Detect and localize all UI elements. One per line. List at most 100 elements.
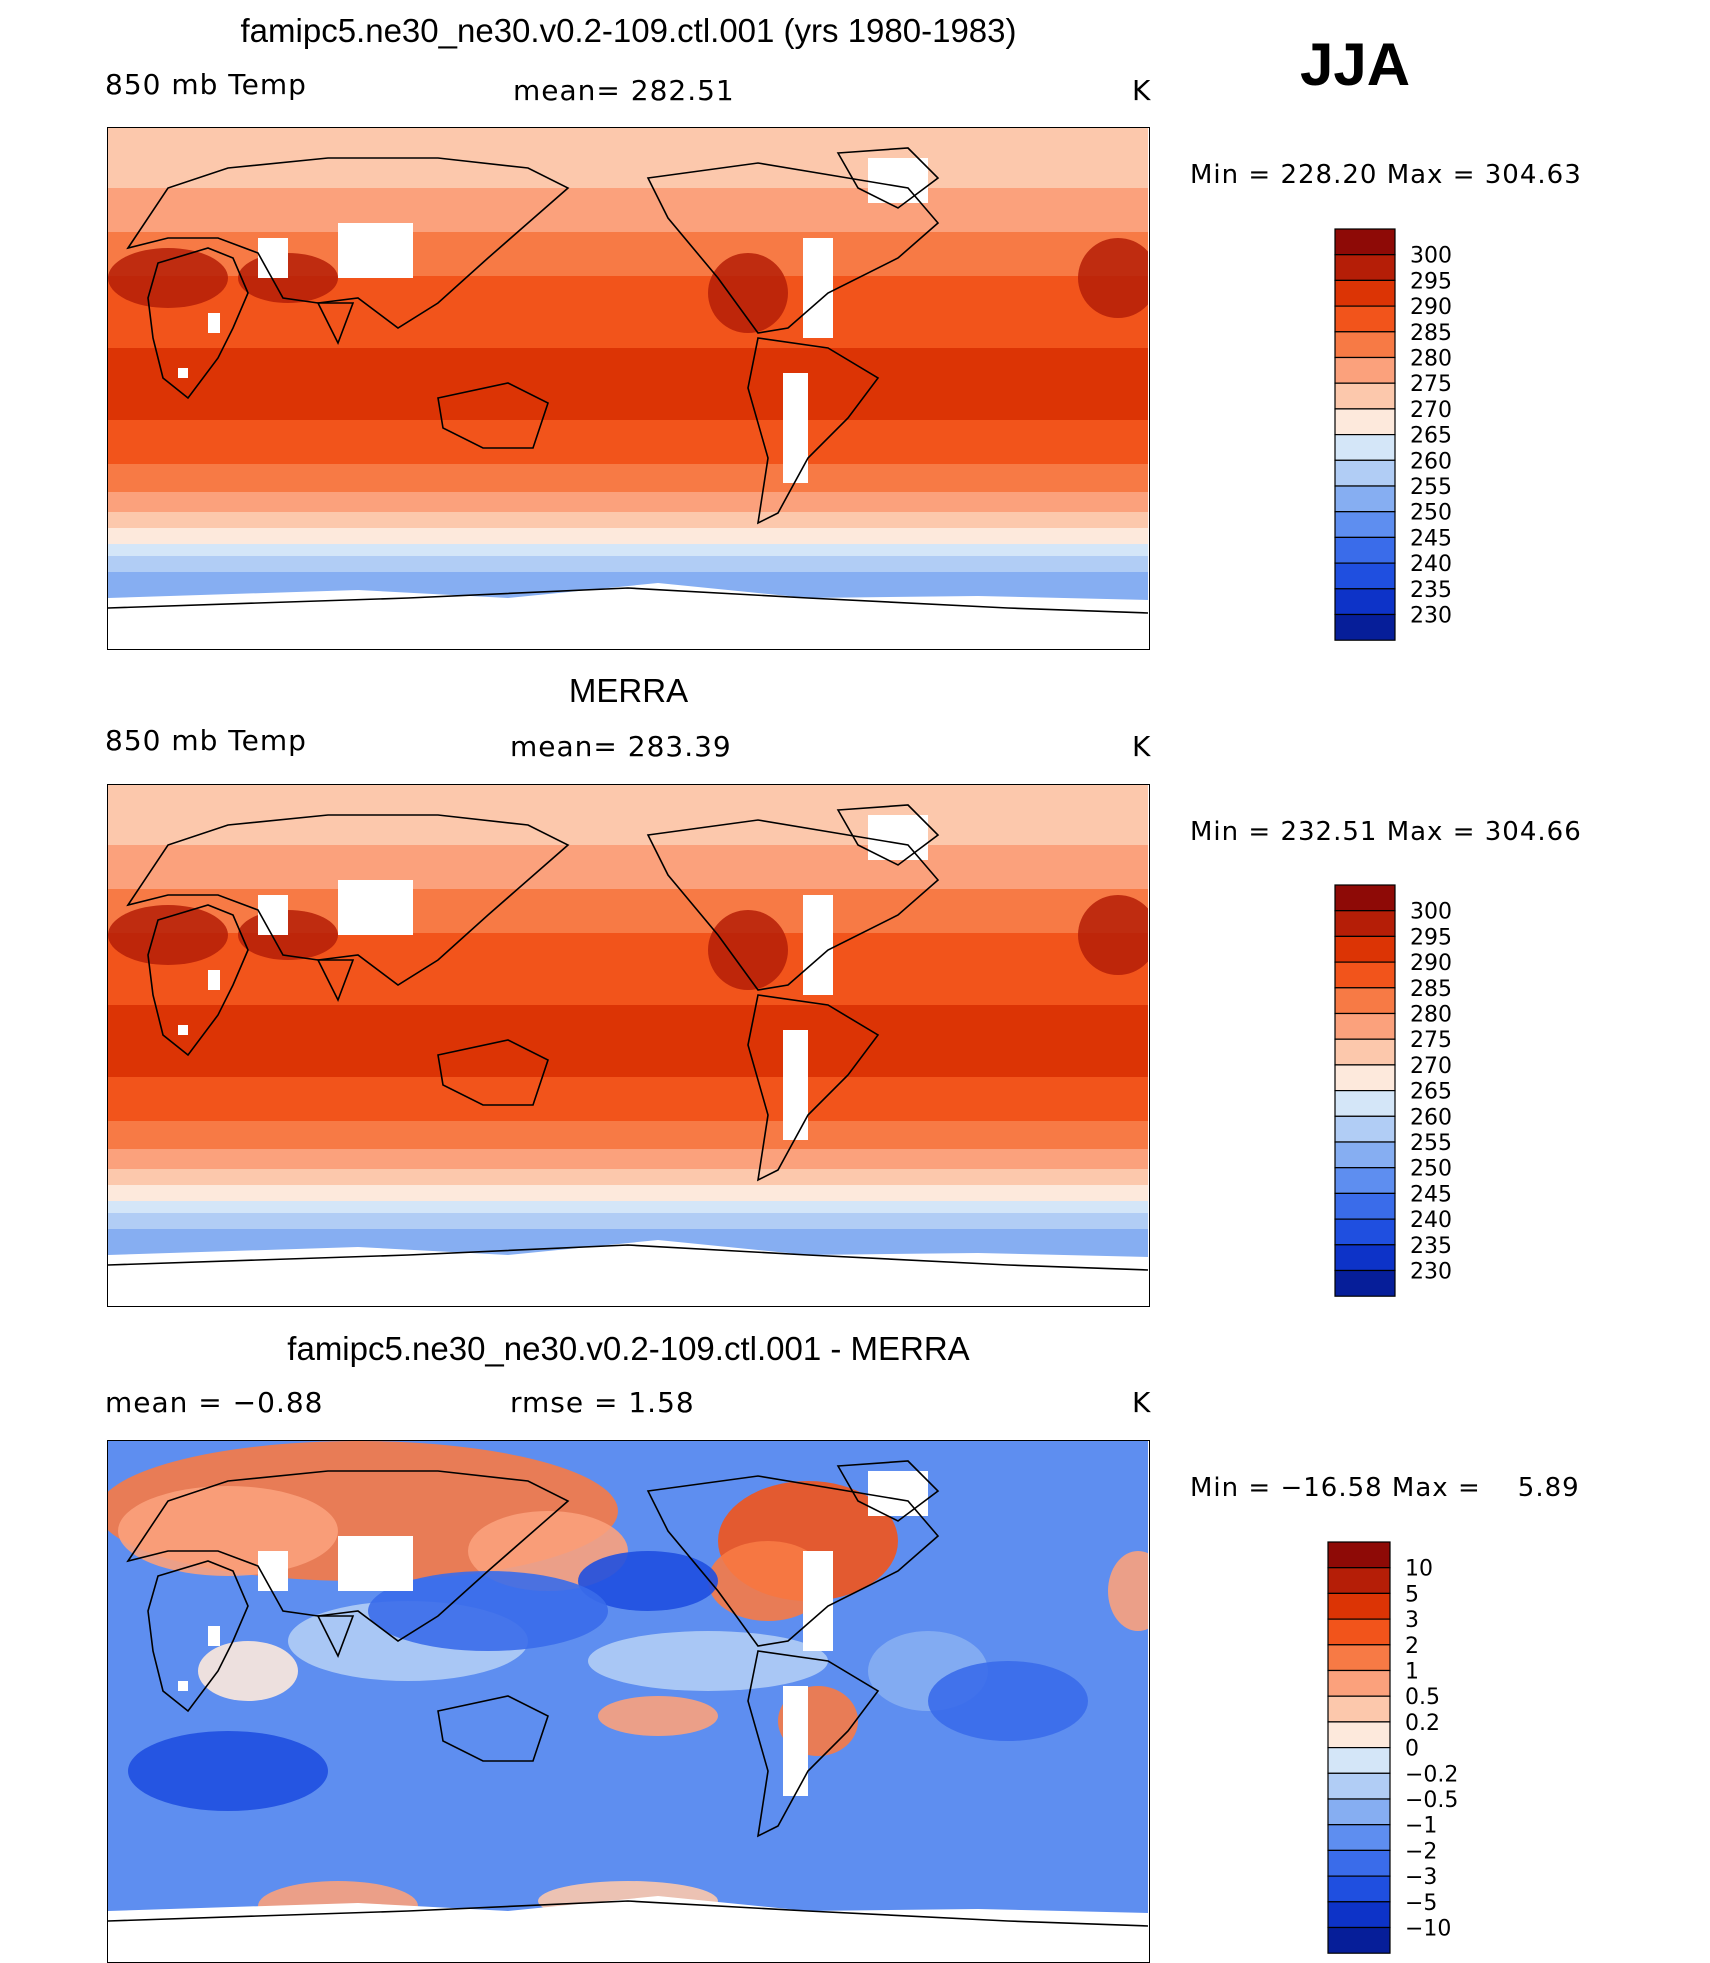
map-band — [108, 384, 1148, 389]
map-band — [108, 845, 1148, 850]
map-band — [108, 548, 1148, 553]
colorbar-tick-label: 280 — [1410, 1003, 1452, 1028]
map-band — [108, 853, 1148, 858]
map-coastline — [836, 1460, 940, 1522]
map-band — [108, 252, 1148, 257]
map-band — [108, 568, 1148, 573]
panel-3-title: famipc5.ne30_ne30.v0.2-109.ctl.001 - MER… — [287, 1330, 970, 1367]
panel-1-title: famipc5.ne30_ne30.v0.2-109.ctl.001 (yrs … — [240, 12, 1017, 49]
map-band — [108, 969, 1148, 974]
map-band — [108, 1065, 1148, 1070]
map-band — [108, 444, 1148, 449]
colorbar-tick-label: 2 — [1405, 1634, 1419, 1659]
map-band — [108, 236, 1148, 241]
map-coastline — [747, 1650, 880, 1838]
map-missing-data — [868, 815, 928, 860]
map-band — [108, 196, 1148, 201]
map-band — [108, 1161, 1148, 1166]
map-band — [108, 925, 1148, 930]
map-coastline — [316, 1615, 355, 1658]
map-band — [108, 476, 1148, 481]
map-band — [108, 913, 1148, 918]
colorbar-svg: 3002952902852802752702652602552502452402… — [1334, 884, 1452, 1297]
map-band — [108, 288, 1148, 293]
map-missing-data — [803, 238, 833, 338]
map-band — [108, 500, 1148, 505]
map-band — [108, 1185, 1148, 1190]
map-missing-data — [258, 1551, 288, 1591]
colorbar-tick-label: 290 — [1410, 951, 1452, 976]
map-band — [108, 789, 1148, 794]
colorbar-svg: 3002952902852802752702652602552502452402… — [1334, 228, 1452, 641]
map-coastline — [836, 147, 940, 209]
map-band — [108, 216, 1148, 221]
map-band — [108, 1081, 1148, 1086]
map-band — [108, 1201, 1148, 1206]
map-band — [108, 817, 1148, 822]
map-coastline — [147, 1560, 249, 1713]
map-band — [108, 1153, 1148, 1158]
map-band — [108, 160, 1148, 165]
map-band — [108, 204, 1148, 209]
map-band — [108, 536, 1148, 541]
map-anomaly-region — [578, 1551, 718, 1611]
colorbar-tick-label: 5 — [1405, 1582, 1419, 1607]
panel-1-units-label: K — [1132, 74, 1152, 107]
map-band — [108, 148, 1148, 153]
map-missing-data — [338, 1536, 413, 1591]
colorbar-tick-label: 230 — [1410, 1260, 1452, 1285]
colorbar-box — [1334, 356, 1396, 384]
map-band — [108, 552, 1148, 557]
map-anomaly-region — [588, 1631, 828, 1691]
map-band — [108, 1061, 1148, 1066]
colorbar-box — [1327, 1772, 1391, 1800]
map-band — [108, 332, 1148, 337]
map-band — [108, 989, 1148, 994]
map-band — [108, 540, 1148, 545]
map-band — [108, 1225, 1148, 1230]
map-band — [108, 1229, 1148, 1234]
map-warm-region — [708, 253, 788, 333]
map-band — [108, 1049, 1148, 1054]
map-band — [108, 220, 1148, 225]
map-band — [108, 152, 1148, 157]
panel-3-minmax: Min = −16.58 Max = 5.89 — [1190, 1473, 1580, 1503]
panel-2-map — [107, 784, 1150, 1307]
panel-3-colorbar: 10 5 3 2 1 0.5 0.2 0 −0.2 −0.5 −1 −2 −3 −5 −10 — [1327, 1541, 1539, 1956]
map-band — [108, 1109, 1148, 1114]
colorbar-tick-label: 255 — [1410, 475, 1452, 500]
map-band — [108, 144, 1148, 149]
map-band — [108, 1085, 1148, 1090]
map-band — [108, 320, 1148, 325]
colorbar-box — [1334, 884, 1396, 912]
map-band — [108, 933, 1148, 938]
panel-2-units-label: K — [1132, 730, 1152, 763]
map-warm-region — [708, 910, 788, 990]
map-anomaly-region — [198, 1641, 298, 1701]
map-missing-data — [258, 238, 288, 278]
colorbar-box — [1334, 588, 1396, 616]
map-band — [108, 260, 1148, 265]
map-band — [108, 1113, 1148, 1118]
colorbar-box — [1334, 485, 1396, 513]
map-band — [108, 564, 1148, 569]
map-band — [108, 396, 1148, 401]
map-band — [108, 268, 1148, 273]
map-band — [108, 1053, 1148, 1058]
colorbar-box — [1327, 1567, 1391, 1595]
map-missing-data — [338, 223, 413, 278]
map-band — [108, 1021, 1148, 1026]
map-band — [108, 897, 1148, 902]
map-band — [108, 492, 1148, 497]
map-band — [108, 1029, 1148, 1034]
colorbar-tick-label: −0.2 — [1405, 1762, 1458, 1787]
colorbar-box — [1334, 1244, 1396, 1272]
map-band — [108, 985, 1148, 990]
map-band — [108, 272, 1148, 277]
map-band — [108, 797, 1148, 802]
panel-1-map — [107, 127, 1150, 650]
colorbar-box — [1334, 331, 1396, 359]
map-anomaly-region — [928, 1661, 1088, 1741]
map-band — [108, 873, 1148, 878]
